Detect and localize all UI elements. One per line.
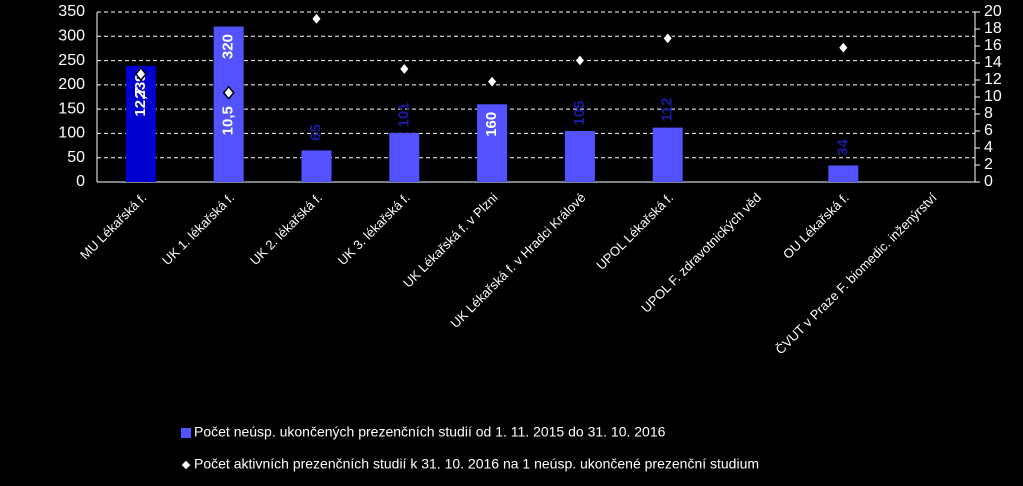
bar: [652, 127, 683, 182]
bar-value-label: 239: [132, 73, 149, 98]
y2-tick-label: 2: [984, 156, 993, 173]
bar-value-label: 112: [659, 97, 676, 121]
y-tick-label: 0: [76, 173, 85, 190]
y-tick-label: 200: [58, 76, 85, 93]
x-tick-label: UK Lékařská f. v Plzni: [400, 190, 501, 291]
marker: [398, 61, 411, 77]
y2-tick-label: 14: [984, 54, 1002, 71]
bar-value-label: 34: [834, 138, 851, 155]
bar: [477, 104, 508, 182]
bar-value-label: 105: [571, 100, 588, 125]
marker-value-label: 10,5: [220, 106, 237, 135]
legend-label: Počet neúsp. ukončených prezenčních stud…: [194, 424, 666, 440]
bar: [564, 131, 595, 182]
y2-tick-label: 18: [984, 20, 1002, 37]
legend-swatch: [181, 428, 191, 438]
y2-tick-label: 16: [984, 37, 1002, 54]
x-tick-label: UPOL Lékařská f.: [593, 190, 676, 273]
marker: [310, 11, 323, 26]
marker: [486, 74, 499, 89]
bar: [828, 165, 859, 182]
marker: [134, 66, 147, 82]
bar-value-label: 320: [220, 34, 237, 59]
legend-swatch: [180, 459, 192, 471]
marker: [837, 40, 850, 55]
y2-tick-label: 10: [984, 88, 1002, 105]
y-tick-label: 350: [58, 3, 85, 20]
y2-tick-label: 12: [984, 71, 1002, 88]
y2-tick-label: 4: [984, 139, 993, 156]
bar: [125, 65, 156, 182]
bar: [301, 150, 332, 182]
bar: [389, 132, 420, 182]
y2-tick-label: 8: [984, 105, 993, 122]
x-tick-label: UK 1. lékařská f.: [159, 190, 237, 268]
x-tick-label: OU Lékařská f.: [780, 190, 852, 262]
y-tick-label: 250: [58, 52, 85, 69]
bar: [213, 26, 244, 183]
y2-tick-label: 0: [984, 173, 993, 190]
marker: [661, 31, 674, 46]
y2-tick-label: 6: [984, 122, 993, 139]
x-tick-label: ČVUT v Praze F. biomedic. inženýrství: [772, 190, 940, 358]
y-tick-label: 300: [58, 28, 85, 45]
marker: [573, 53, 586, 68]
bar-value-label: 160: [483, 112, 500, 137]
marker: [222, 85, 235, 100]
x-tick-label: MU Lékařská f.: [77, 190, 149, 262]
y-tick-label: 100: [58, 125, 85, 142]
legend-label: Počet aktivních prezenčních studií k 31.…: [194, 456, 759, 472]
x-tick-label: UK 2. lékařská f.: [247, 190, 325, 268]
y-tick-label: 50: [67, 149, 85, 166]
bar-value-label: 101: [395, 102, 412, 127]
bar-value-label: 65: [307, 124, 324, 141]
y-tick-label: 150: [58, 100, 85, 117]
x-tick-label: UK 3. lékařská f.: [335, 190, 413, 268]
y2-tick-label: 20: [984, 3, 1002, 20]
marker-value-label: 12,7: [132, 87, 149, 116]
